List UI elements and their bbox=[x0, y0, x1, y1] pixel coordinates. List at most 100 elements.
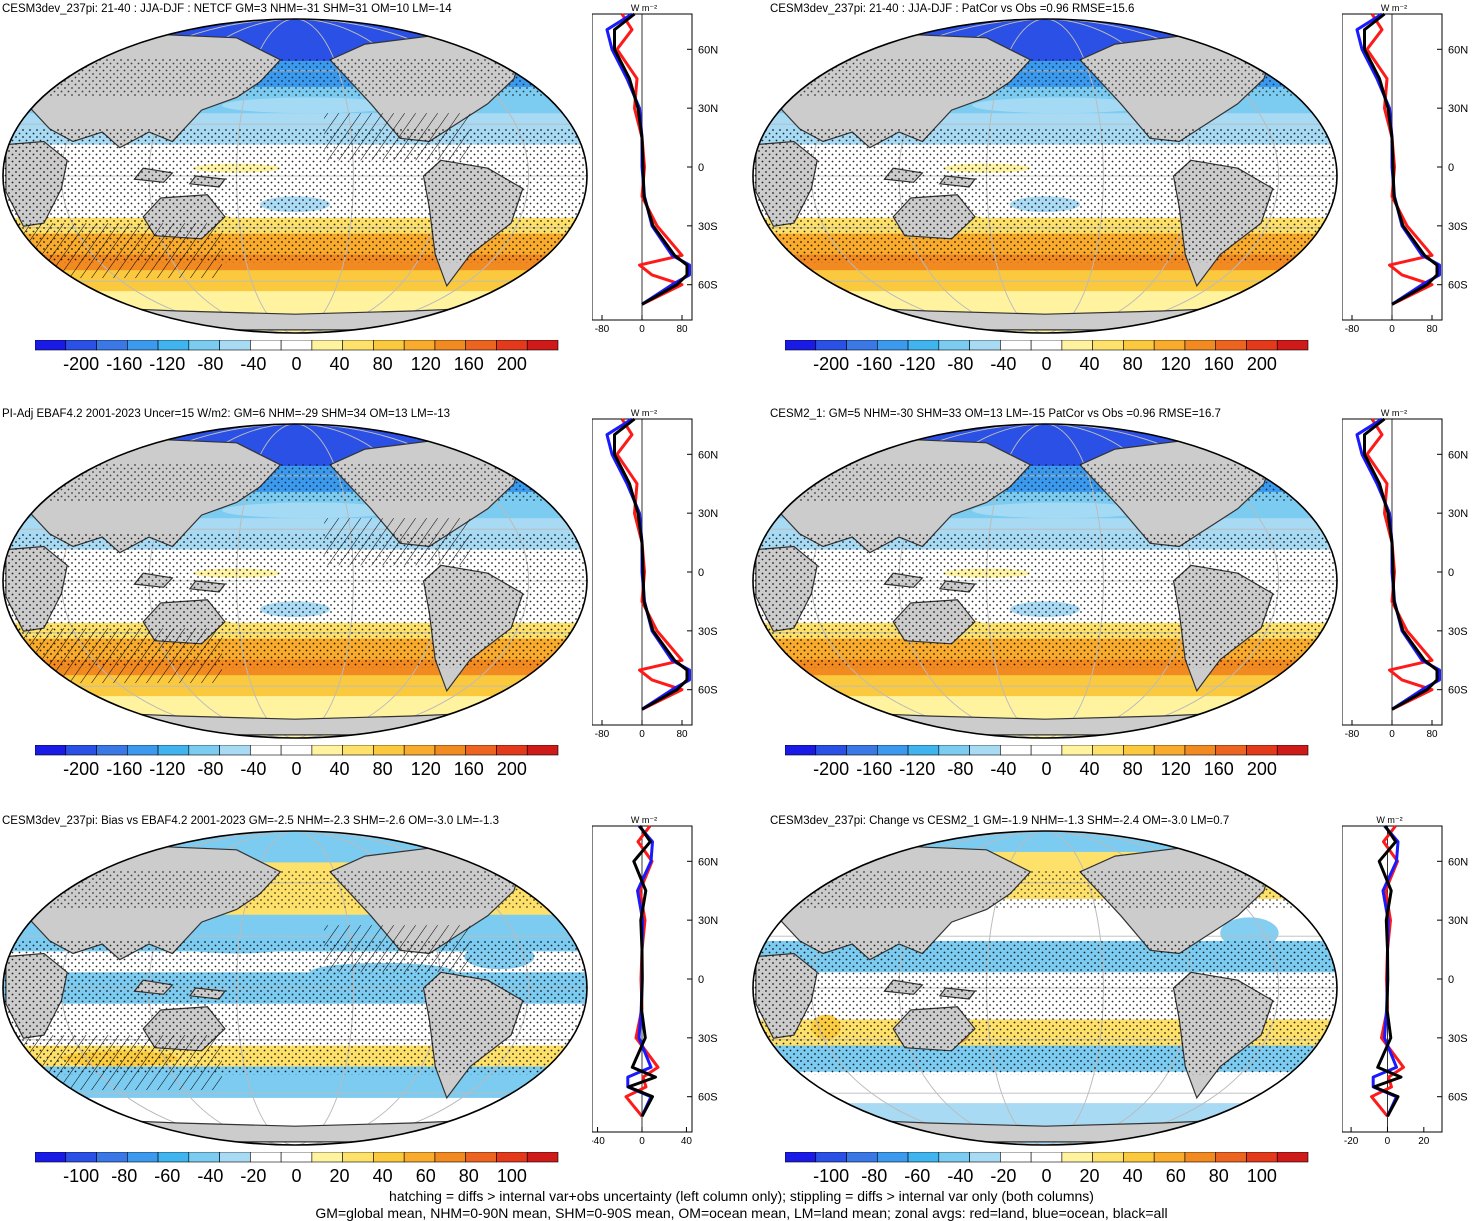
map-band bbox=[3, 685, 587, 692]
zonal-mean-plot: W m⁻² 60N 30N 0 30S 60S -80 0 80 bbox=[592, 408, 718, 740]
map-field bbox=[753, 424, 1337, 738]
map-band bbox=[3, 925, 587, 932]
colorbar-tick-label: 160 bbox=[1204, 354, 1234, 374]
zonal-line-land bbox=[1365, 418, 1434, 711]
map-band bbox=[753, 841, 1337, 848]
zonal-line-land bbox=[615, 418, 684, 711]
colorbar-swatch bbox=[526, 1152, 559, 1163]
colorbar-swatch bbox=[1061, 1152, 1093, 1163]
colorbar-swatch bbox=[434, 1152, 467, 1163]
map-band bbox=[3, 424, 587, 430]
zonal-lat-tick: 60N bbox=[698, 856, 718, 868]
colorbar-swatch bbox=[126, 745, 159, 756]
zonal-x-tick: -20 bbox=[1344, 1136, 1359, 1147]
zonal-x-tick: 0 bbox=[639, 324, 645, 335]
zonal-lat-tick: 60N bbox=[1448, 856, 1468, 868]
colorbar-swatch bbox=[1092, 745, 1124, 756]
colorbar-tick-label: 80 bbox=[373, 759, 393, 779]
colorbar-tick-label: -40 bbox=[947, 1166, 973, 1186]
map-band bbox=[753, 291, 1337, 297]
panel-title: PI-Adj EBAF4.2 2001-2023 Uncer=15 W/m2: … bbox=[2, 408, 451, 420]
map-band bbox=[753, 930, 1337, 937]
colorbar-tick-label: -20 bbox=[240, 1166, 266, 1186]
map-band bbox=[753, 675, 1337, 682]
colorbar-swatch bbox=[65, 745, 97, 756]
hatching bbox=[324, 518, 471, 566]
colorbar-swatch bbox=[785, 745, 817, 756]
zonal-x-tick: 80 bbox=[1426, 729, 1438, 740]
map-band bbox=[3, 930, 587, 937]
hatching bbox=[324, 925, 471, 973]
footer-line-2: GM=global mean, NHM=0-90N mean, SHM=0-90… bbox=[315, 1205, 1168, 1221]
zonal-line-all bbox=[1363, 12, 1439, 306]
zonal-x-tick: -80 bbox=[1345, 729, 1360, 740]
colorbar-swatch bbox=[1061, 340, 1093, 351]
zonal-units: W m⁻² bbox=[631, 3, 657, 13]
colorbar-swatch bbox=[1000, 1152, 1032, 1163]
map-band bbox=[753, 280, 1337, 287]
continent-land bbox=[1260, 30, 1309, 58]
hatching bbox=[17, 1035, 222, 1091]
map-patch bbox=[222, 502, 398, 519]
map-band bbox=[753, 857, 1337, 863]
colorbar-swatch bbox=[96, 745, 128, 756]
map-band bbox=[753, 113, 1337, 120]
colorbar-swatch bbox=[876, 1152, 909, 1163]
map-band bbox=[753, 24, 1337, 31]
map-band bbox=[3, 528, 587, 535]
map-band bbox=[753, 935, 1337, 942]
zonal-mean-plot: W m⁻² 60N 30N 0 30S 60S -80 0 80 bbox=[1342, 3, 1468, 335]
colorbar-tick-label: 80 bbox=[1123, 354, 1143, 374]
colorbar-swatch bbox=[96, 340, 128, 351]
map-band bbox=[753, 862, 1337, 869]
colorbar-tick-label: 200 bbox=[497, 759, 527, 779]
zonal-lat-tick: 60S bbox=[698, 280, 718, 292]
zonal-line-land bbox=[615, 13, 684, 306]
zonal-x-tick: 0 bbox=[1389, 729, 1395, 740]
colorbar-swatch bbox=[907, 745, 940, 756]
panel-title: CESM3dev_237pi: 21-40 : JJA-DJF : PatCor… bbox=[770, 3, 1135, 15]
colorbar-swatch bbox=[1184, 745, 1217, 756]
map-band bbox=[3, 846, 587, 853]
colorbar-swatch bbox=[157, 340, 190, 351]
map-band bbox=[3, 50, 587, 57]
colorbar-swatch bbox=[219, 1152, 251, 1163]
zonal-lat-tick: 60S bbox=[698, 1092, 718, 1104]
map-band bbox=[753, 424, 1337, 430]
map-band bbox=[753, 301, 1337, 308]
map-band bbox=[3, 664, 587, 671]
map-band bbox=[753, 45, 1337, 51]
map-band bbox=[753, 19, 1337, 25]
colorbar-swatch bbox=[815, 745, 847, 756]
map-band bbox=[753, 701, 1337, 708]
continent-land bbox=[510, 435, 559, 463]
colorbar-tick-label: 0 bbox=[291, 759, 301, 779]
map-band bbox=[3, 857, 587, 863]
map-band bbox=[3, 24, 587, 31]
colorbar-swatch bbox=[434, 340, 467, 351]
map-band bbox=[3, 123, 587, 130]
continent-land bbox=[510, 30, 559, 58]
colorbar-tick-label: -80 bbox=[947, 759, 973, 779]
colorbar-tick-label: -160 bbox=[106, 354, 142, 374]
map-band bbox=[3, 275, 587, 282]
zonal-lat-tick: 0 bbox=[1448, 567, 1454, 579]
colorbar-swatch bbox=[969, 1152, 1001, 1163]
map-band bbox=[3, 836, 587, 843]
colorbar-swatch bbox=[157, 745, 190, 756]
colorbar-tick-label: -160 bbox=[106, 759, 142, 779]
colorbar-tick-label: 120 bbox=[1161, 354, 1191, 374]
colorbar-tick-label: 40 bbox=[1080, 354, 1100, 374]
hatching bbox=[17, 628, 222, 684]
colorbar-tick-label: 160 bbox=[454, 354, 484, 374]
zonal-lat-tick: 30N bbox=[1448, 103, 1468, 115]
colorbar-tick-label: -40 bbox=[240, 354, 266, 374]
colorbar-swatch bbox=[126, 340, 159, 351]
colorbar-tick-label: 80 bbox=[1123, 759, 1143, 779]
colorbar-tick-label: 120 bbox=[411, 354, 441, 374]
colorbar-tick-label: -20 bbox=[990, 1166, 1016, 1186]
colorbar-swatch bbox=[250, 745, 282, 756]
map-band bbox=[753, 836, 1337, 843]
map-band bbox=[3, 434, 587, 441]
map-outline bbox=[2, 830, 588, 1146]
